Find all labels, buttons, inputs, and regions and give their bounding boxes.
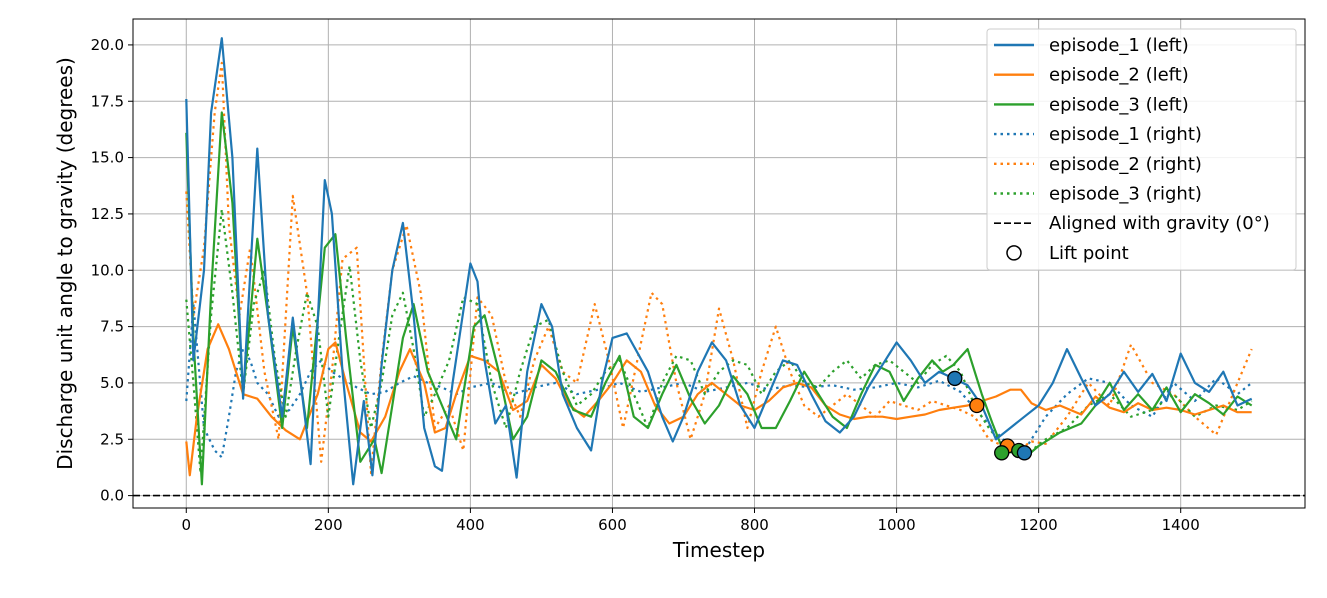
- x-tick-label: 0: [181, 516, 191, 534]
- lift-point-marker: [947, 370, 963, 387]
- legend-handle-lift-point: [1006, 245, 1022, 261]
- legend-label: episode_3 (left): [1049, 94, 1189, 115]
- y-tick-label: 17.5: [91, 92, 124, 110]
- series-line-episode-2-left-: [185, 323, 1252, 477]
- legend-label: episode_3 (right): [1049, 184, 1202, 205]
- legend-label: Lift point: [1049, 243, 1129, 264]
- series-line-episode-2-right-: [185, 61, 1253, 475]
- series-line-episode-1-left-: [185, 37, 1253, 486]
- y-tick-label: 0.0: [100, 487, 124, 505]
- y-tick-label: 15.0: [91, 149, 124, 167]
- x-axis-label: Timestep: [672, 538, 765, 562]
- lift-point-marker: [994, 445, 1010, 461]
- x-tick-label: 800: [740, 516, 769, 534]
- lift-point-marker: [969, 397, 985, 414]
- legend-label: episode_2 (right): [1049, 154, 1202, 175]
- legend-label: episode_2 (left): [1049, 65, 1189, 86]
- plot-frame: [132, 18, 1306, 509]
- legend-label: Aligned with gravity (0°): [1049, 213, 1270, 234]
- y-axis-label: Discharge unit angle to gravity (degrees…: [53, 57, 77, 470]
- x-tick-label: 600: [598, 516, 627, 534]
- x-tick-label: 1400: [1162, 516, 1200, 534]
- y-tick-label: 7.5: [100, 318, 124, 336]
- lift-point-markers: [947, 370, 1033, 461]
- y-tick-label: 12.5: [91, 205, 124, 223]
- x-tick-label: 1200: [1020, 516, 1058, 534]
- axis-ticks: 0 200 400 600 800 1000 1200 1400 0.0 2.5 5.0 7.5 10.…: [91, 36, 1200, 534]
- x-tick-label: 1000: [877, 516, 915, 534]
- series-line-episode-3-left-: [185, 111, 1253, 486]
- x-tick-label: 400: [456, 516, 485, 534]
- x-tick-label: 200: [314, 516, 343, 534]
- y-tick-label: 10.0: [91, 261, 124, 279]
- series-lines: [133, 37, 1305, 497]
- legend-box: [986, 28, 1297, 271]
- legend-label: episode_1 (left): [1049, 35, 1189, 56]
- legend-label: episode_1 (right): [1049, 124, 1202, 145]
- legend: episode_1 (left) episode_2 (left) episode_…: [986, 28, 1297, 271]
- y-tick-label: 20.0: [91, 36, 124, 54]
- y-tick-label: 5.0: [100, 374, 124, 392]
- lift-point-marker: [1016, 445, 1033, 461]
- y-tick-label: 2.5: [100, 430, 124, 448]
